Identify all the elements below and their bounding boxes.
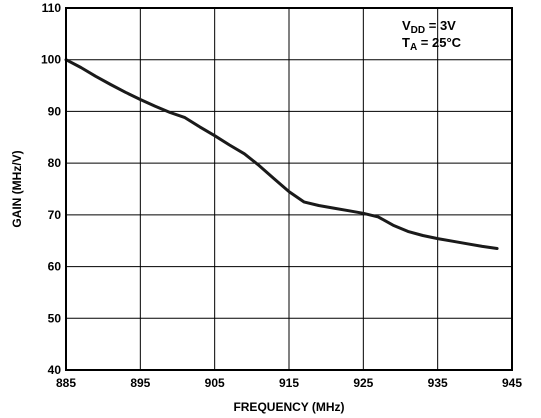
x-tick-label: 945: [502, 376, 522, 390]
y-tick-label: 100: [41, 53, 61, 67]
y-tick-label: 40: [48, 363, 62, 377]
y-tick-labels: 40 50 60 70 80 90 100 110: [41, 1, 61, 377]
temperature-label: TA = 25°C: [402, 35, 462, 53]
y-tick-label: 90: [48, 104, 62, 118]
x-tick-label: 925: [353, 376, 373, 390]
plot-frame: [65, 7, 513, 371]
x-axis-title: FREQUENCY (MHz): [233, 400, 344, 414]
x-tick-labels: 885 895 905 915 925 935 945: [56, 376, 522, 390]
x-tick-label: 935: [428, 376, 448, 390]
x-tick-label: 915: [279, 376, 299, 390]
y-tick-label: 80: [48, 156, 62, 170]
series-line: [64, 58, 499, 250]
y-tick-label: 60: [48, 260, 62, 274]
x-tick-label: 885: [56, 376, 76, 390]
y-tick-label: 50: [48, 311, 62, 325]
x-tick-label: 905: [205, 376, 225, 390]
conditions-annotation: VDD = 3V TA = 25°C: [402, 18, 462, 53]
vdd-label: VDD = 3V: [402, 18, 456, 36]
y-tick-label: 70: [48, 208, 62, 222]
y-axis-title: GAIN (MHz/V): [10, 150, 24, 227]
x-tick-label: 895: [130, 376, 150, 390]
grid: [65, 7, 513, 371]
y-tick-label: 110: [42, 1, 62, 15]
